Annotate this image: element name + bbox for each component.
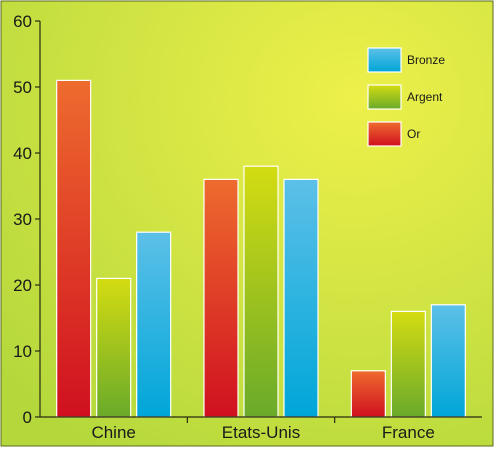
- y-tick-label: 0: [23, 408, 32, 427]
- y-tick-label: 20: [13, 276, 32, 295]
- bar-etats-unis-argent: [243, 165, 279, 418]
- legend-label-or: Or: [407, 127, 420, 141]
- axes-layer: 0 10 20 30 40 50 60 Chine Etats-Unis France: [13, 12, 482, 442]
- y-tick-label: 50: [13, 78, 32, 97]
- legend-label-bronze: Bronze: [407, 53, 445, 67]
- legend-swatch-bronze: [367, 47, 402, 73]
- bar-france-bronze: [430, 304, 466, 418]
- bar-france-argent: [390, 310, 426, 418]
- x-category-label: Etats-Unis: [222, 423, 300, 442]
- y-tick-label: 30: [13, 210, 32, 229]
- bar-chine-or: [56, 79, 92, 418]
- bar-chine-bronze: [136, 231, 172, 418]
- bar-chine-argent: [96, 277, 132, 418]
- legend-swatch-or: [367, 121, 402, 147]
- bars-layer: [56, 79, 466, 418]
- y-tick-label: 60: [13, 12, 32, 31]
- x-category-label: Chine: [91, 423, 135, 442]
- bar-etats-unis-or: [203, 178, 239, 418]
- legend-swatch-argent: [367, 84, 402, 110]
- legend: Bronze Argent Or: [367, 47, 445, 147]
- y-tick-label: 40: [13, 144, 32, 163]
- bar-etats-unis-bronze: [283, 178, 319, 418]
- y-tick-label: 10: [13, 342, 32, 361]
- legend-label-argent: Argent: [407, 90, 443, 104]
- bar-france-or: [350, 370, 386, 418]
- x-category-label: France: [382, 423, 435, 442]
